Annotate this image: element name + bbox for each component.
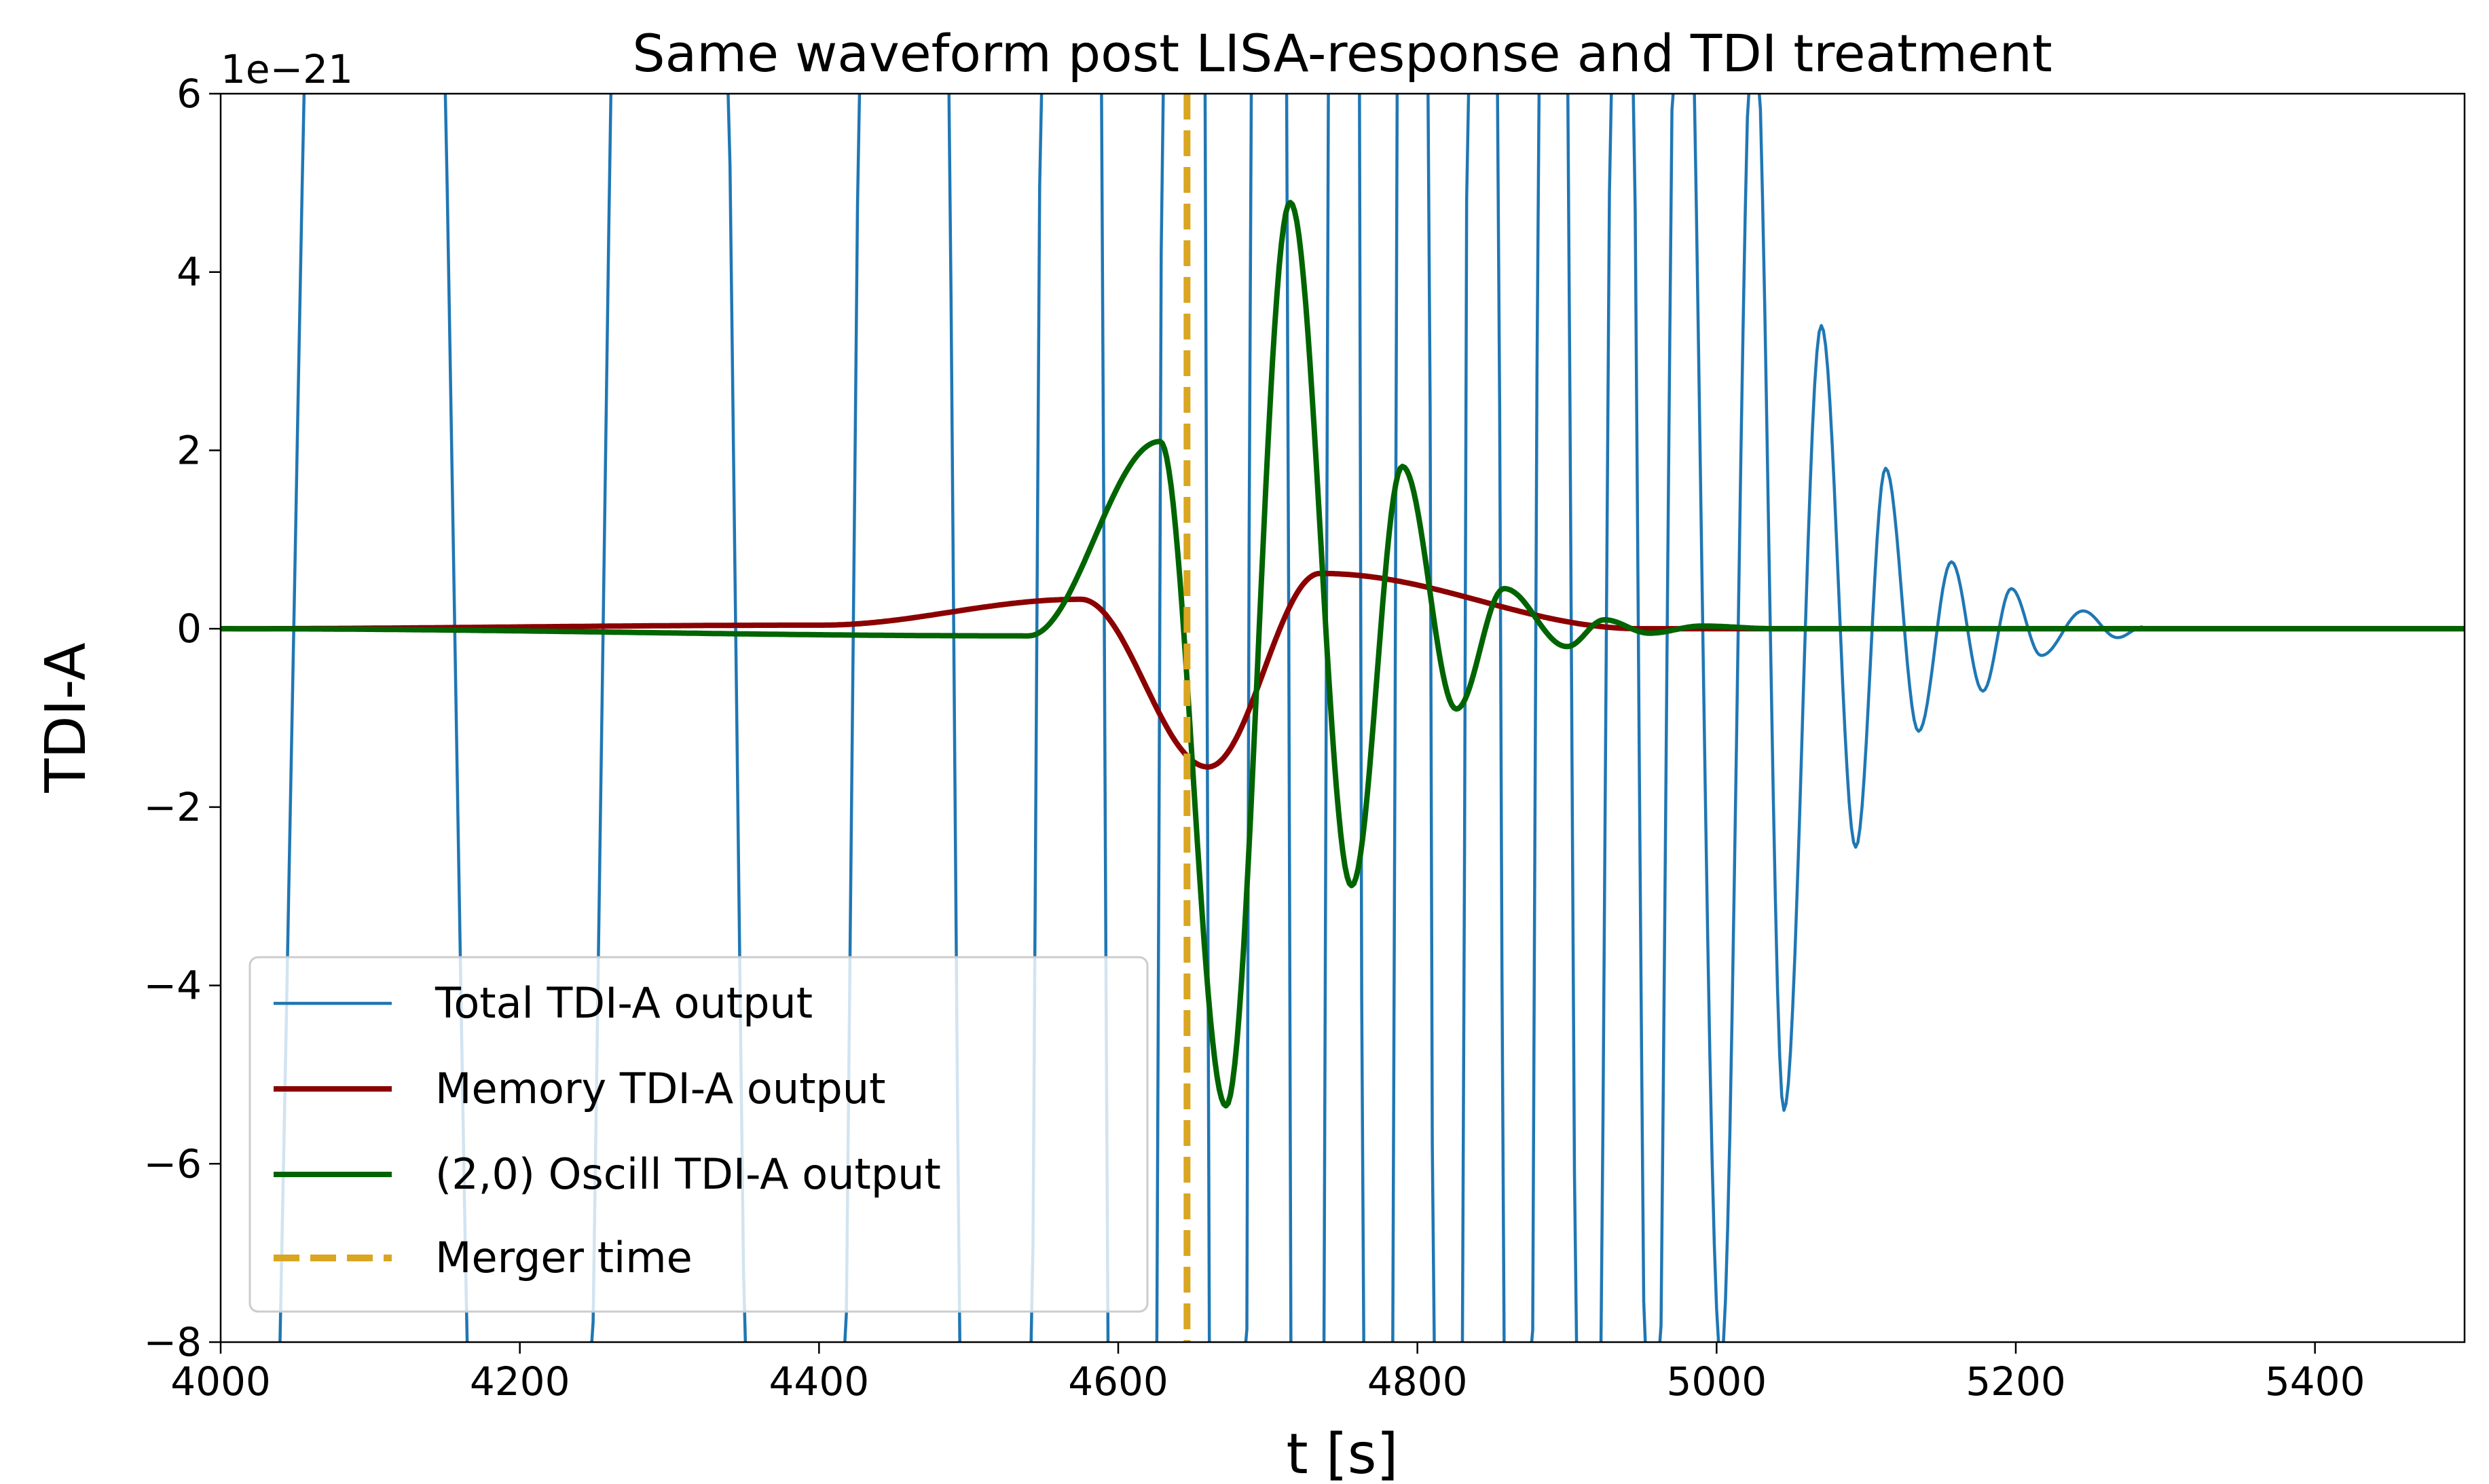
- y-tick-label: −4: [144, 963, 202, 1009]
- y-tick-label: −6: [144, 1140, 202, 1187]
- legend-box: [248, 956, 1149, 1313]
- y-tick-label: 0: [177, 606, 202, 652]
- legend-label: Merger time: [435, 1233, 693, 1282]
- x-tick-label: 5200: [1966, 1358, 2066, 1405]
- x-tick-label: 4800: [1367, 1358, 1468, 1405]
- x-tick-label: 4200: [470, 1358, 570, 1405]
- series-total-tdi-a-output: [278, 94, 2143, 1342]
- x-tick-label: 5400: [2265, 1358, 2365, 1405]
- plot-area: [221, 94, 2465, 1342]
- axes-frame: [219, 92, 2466, 1343]
- legend-label: Memory TDI-A output: [435, 1064, 885, 1113]
- chart-title: Same waveform post LISA-response and TDI…: [632, 23, 2052, 84]
- x-tick-label: 4600: [1068, 1358, 1168, 1405]
- y-tick-label: 4: [177, 249, 202, 295]
- y-tick-label: −8: [144, 1319, 202, 1365]
- legend: Total TDI-A output Memory TDI-A output (2,…: [248, 956, 1149, 1313]
- series-2-0-oscill-tdi-a-output: [221, 200, 2465, 1109]
- y-tick-label: 2: [177, 427, 202, 473]
- y-tick-label: −2: [144, 784, 202, 830]
- legend-label: (2,0) Oscill TDI-A output: [435, 1149, 941, 1199]
- y-offset-label: 1e−21: [221, 46, 353, 92]
- x-axis-label: t [s]: [1287, 1422, 1399, 1484]
- x-tick-label: 4000: [170, 1358, 271, 1405]
- ticks: 4000 4200 4400 4600 4800 5000 5200 5400 −8 −6 −4 −2…: [144, 71, 2365, 1405]
- x-tick-label: 5000: [1667, 1358, 1767, 1405]
- legend-label: Total TDI-A output: [435, 978, 813, 1028]
- y-axis-label: TDI-A: [34, 642, 98, 793]
- x-tick-label: 4400: [769, 1358, 870, 1405]
- y-tick-label: 6: [177, 71, 202, 117]
